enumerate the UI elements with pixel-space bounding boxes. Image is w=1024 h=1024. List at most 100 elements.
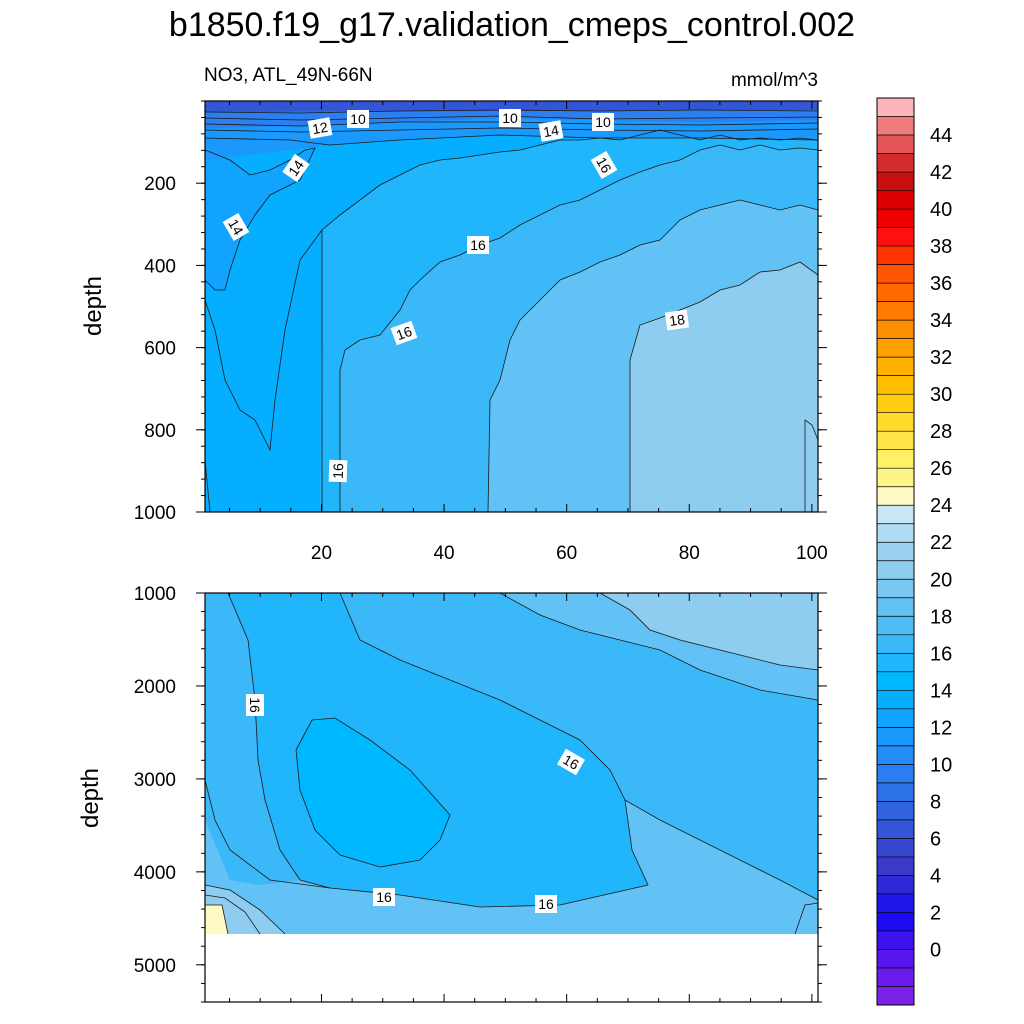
colorbar-label: 6 bbox=[930, 828, 941, 850]
y-tick-label: 1000 bbox=[134, 584, 176, 605]
colorbar-swatch bbox=[877, 394, 914, 413]
colorbar-swatch bbox=[877, 264, 914, 284]
upper-contour-label: 16 bbox=[394, 323, 414, 343]
colorbar-swatch bbox=[877, 116, 914, 136]
colorbar-label: 42 bbox=[930, 162, 952, 184]
y-tick-label: 5000 bbox=[134, 956, 176, 977]
x-tick-label: 80 bbox=[679, 543, 700, 564]
colorbar-swatch bbox=[877, 690, 914, 710]
upper-contour-label: 16 bbox=[470, 237, 486, 253]
upper-plot-frame bbox=[204, 100, 819, 513]
colorbar-swatch bbox=[877, 838, 914, 858]
colorbar-swatch bbox=[877, 486, 914, 506]
colorbar-label: 38 bbox=[930, 236, 952, 258]
upper-fill-surface-10 bbox=[205, 101, 818, 112]
axes-group: 20 40 60 80 100 200 400 600 800 1000 1000 2000 3000 4… bbox=[134, 100, 828, 1003]
colorbar-swatch bbox=[877, 856, 914, 876]
upper-contour-label: 18 bbox=[668, 311, 686, 329]
colorbar-swatch bbox=[877, 338, 914, 358]
colorbar-label: 40 bbox=[930, 199, 952, 221]
colorbar-label: 16 bbox=[930, 643, 952, 665]
chart-title: b1850.f19_g17.validation_cmeps_control.0… bbox=[169, 6, 855, 44]
colorbar-swatch bbox=[877, 98, 914, 117]
y-tick-label: 200 bbox=[144, 174, 176, 195]
colorbar-swatch bbox=[877, 135, 914, 154]
colorbar-label: 8 bbox=[930, 791, 941, 813]
upper-contour-label: 10 bbox=[595, 114, 611, 130]
colorbar-swatch bbox=[877, 301, 914, 321]
colorbar-swatch bbox=[877, 930, 914, 950]
colorbar-label: 36 bbox=[930, 273, 952, 295]
colorbar-swatch bbox=[877, 893, 914, 913]
upper-contour-label: 16 bbox=[593, 154, 615, 176]
y-tick-label: 1000 bbox=[134, 503, 176, 524]
colorbar-label: 34 bbox=[930, 310, 952, 332]
colorbar-swatch bbox=[877, 764, 914, 784]
colorbar-swatch bbox=[877, 616, 914, 636]
upper-contour-label-group: 10 12 10 10 14 14 16 14 16 16 18 16 bbox=[222, 109, 690, 483]
lower-fill-17-18 bbox=[205, 800, 818, 934]
colorbar-label: 44 bbox=[930, 125, 952, 147]
colorbar-label: 18 bbox=[930, 606, 952, 628]
colorbar-label: 30 bbox=[930, 384, 952, 406]
colorbar-swatch bbox=[877, 449, 914, 469]
lower-contour-label: 16 bbox=[247, 697, 263, 713]
lower-fill-14-15 bbox=[296, 718, 450, 867]
colorbar-swatch bbox=[877, 912, 914, 932]
colorbar-swatch bbox=[877, 523, 914, 543]
colorbar-label: 0 bbox=[930, 939, 941, 961]
colorbar-swatch bbox=[877, 634, 914, 654]
colorbar-frame bbox=[876, 97, 915, 1006]
colorbar-label: 32 bbox=[930, 347, 952, 369]
upper-contour-label: 14 bbox=[542, 122, 560, 140]
upper-contour-label: 14 bbox=[225, 216, 247, 238]
colorbar-label: 10 bbox=[930, 754, 952, 776]
colorbar-swatch bbox=[877, 505, 914, 525]
colorbar-swatch bbox=[877, 468, 914, 488]
colorbar-swatch bbox=[877, 172, 914, 191]
colorbar-label: 28 bbox=[930, 421, 952, 443]
colorbar-swatch bbox=[877, 560, 914, 580]
lower-fill-warm-spot bbox=[205, 905, 228, 934]
colorbar-swatch bbox=[877, 986, 914, 1006]
lower-fill-bottom-right bbox=[795, 903, 818, 934]
colorbar-label: 24 bbox=[930, 495, 952, 517]
y-tick-label: 4000 bbox=[134, 863, 176, 884]
upper-contour-lines bbox=[205, 109, 818, 512]
colorbar-label: 12 bbox=[930, 717, 952, 739]
colorbar-swatch bbox=[877, 967, 914, 987]
colorbar: 4442403836343230282624222018161412108642… bbox=[876, 97, 952, 1006]
colorbar-swatch bbox=[877, 949, 914, 969]
upper-contour-label: 12 bbox=[311, 119, 329, 137]
lower-contour-label: 16 bbox=[538, 896, 554, 912]
lower-contour-label-group: 16 16 16 16 bbox=[246, 694, 586, 913]
colorbar-swatch bbox=[877, 283, 914, 302]
upper-y-axis-label: depth bbox=[80, 276, 107, 336]
upper-contour-label: 10 bbox=[350, 111, 366, 127]
colorbar-swatch bbox=[877, 246, 914, 265]
colorbar-swatch bbox=[877, 190, 914, 210]
upper-fill-12-14 bbox=[205, 148, 315, 290]
y-tick-label: 400 bbox=[144, 256, 176, 277]
colorbar-label: 22 bbox=[930, 532, 952, 554]
colorbar-swatch bbox=[877, 745, 914, 765]
colorbar-swatch bbox=[877, 801, 914, 821]
colorbar-label: 2 bbox=[930, 902, 941, 924]
colorbar-swatch bbox=[877, 875, 914, 895]
colorbar-swatch bbox=[877, 153, 914, 173]
colorbar-swatch bbox=[877, 357, 914, 376]
colorbar-swatch bbox=[877, 727, 914, 747]
colorbar-swatch bbox=[877, 375, 914, 395]
colorbar-swatch bbox=[877, 412, 914, 432]
colorbar-swatch bbox=[877, 597, 914, 617]
variable-label: NO3, ATL_49N-66N bbox=[204, 65, 373, 86]
colorbar-swatch bbox=[877, 782, 914, 802]
colorbar-swatch bbox=[877, 227, 914, 247]
x-tick-label: 20 bbox=[311, 543, 332, 564]
y-tick-label: 2000 bbox=[134, 677, 176, 698]
colorbar-swatch bbox=[877, 708, 914, 728]
colorbar-swatch bbox=[877, 579, 914, 599]
colorbar-swatch bbox=[877, 320, 914, 339]
lower-panel bbox=[205, 593, 818, 934]
